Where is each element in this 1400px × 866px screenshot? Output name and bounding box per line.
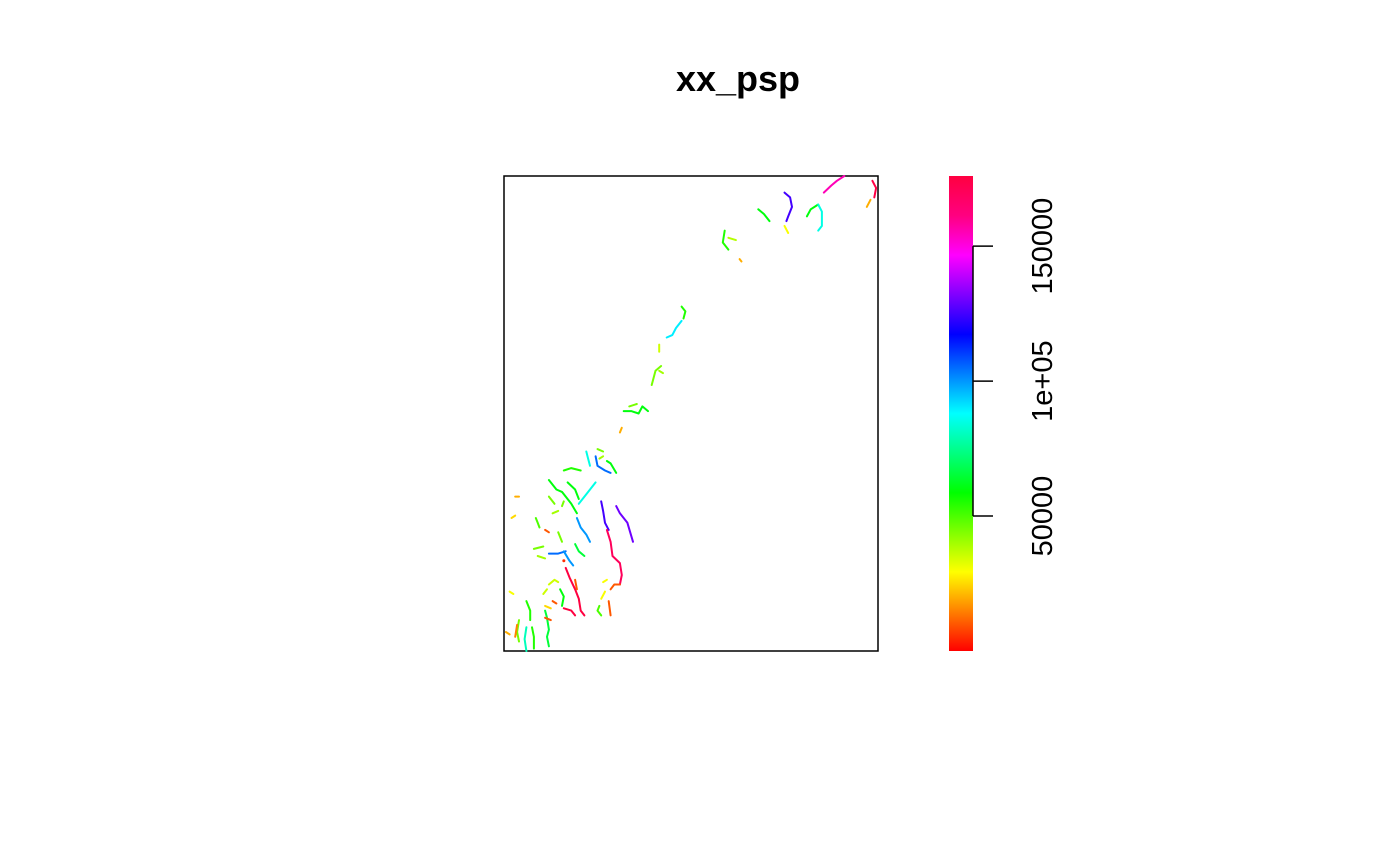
segment-61 [523, 626, 528, 652]
segment-56 [607, 600, 612, 617]
segment-60 [516, 619, 520, 643]
segment-59 [544, 616, 552, 622]
segment-14 [650, 365, 663, 386]
segment-30 [551, 509, 560, 515]
segment-25 [566, 481, 580, 500]
segment-36 [609, 583, 621, 591]
segment-65 [514, 623, 519, 638]
segment-26 [577, 481, 597, 505]
segment-33 [600, 500, 610, 531]
segment-54 [600, 590, 606, 600]
segment-2 [865, 198, 872, 208]
segment-12 [665, 319, 683, 339]
segment-22 [605, 460, 618, 474]
segment-46 [564, 566, 586, 617]
segment-47 [574, 578, 578, 591]
colorbar-tick-label-2: 150000 [1027, 198, 1059, 295]
segment-51 [551, 600, 558, 605]
segment-57 [525, 600, 532, 622]
segment-31 [534, 517, 541, 529]
segments-layer [504, 175, 878, 652]
segment-29 [561, 500, 565, 508]
segment-15 [658, 369, 664, 375]
segment-41 [562, 550, 575, 567]
segment-42 [574, 543, 586, 557]
segment-45 [562, 559, 566, 563]
segment-10 [738, 258, 743, 263]
segment-52 [544, 604, 552, 610]
segment-1 [871, 179, 878, 199]
segment-58 [544, 609, 550, 648]
segment-35 [605, 528, 623, 586]
segment-37 [602, 578, 608, 584]
segment-21 [594, 455, 612, 474]
segment-27 [547, 495, 556, 505]
segment-6 [757, 208, 771, 223]
segment-0 [822, 175, 846, 194]
segment-18 [618, 426, 623, 434]
segment-48 [547, 578, 560, 586]
segment-20 [598, 455, 605, 460]
segment-23 [585, 450, 591, 467]
segment-62 [531, 626, 535, 650]
segment-53 [562, 607, 577, 617]
segment-63 [508, 590, 515, 595]
segment-55 [596, 604, 603, 617]
segment-24 [562, 467, 582, 472]
segment-4 [805, 203, 820, 218]
segment-39 [536, 555, 547, 560]
segment-34 [615, 505, 634, 543]
segment-11 [680, 305, 687, 320]
colorbar-tick-label-1: 1e+05 [1027, 340, 1059, 421]
segment-3 [783, 191, 793, 223]
segment-7 [783, 224, 790, 234]
colorbar [949, 176, 973, 651]
plot-frame [503, 175, 879, 652]
segment-8 [721, 229, 730, 251]
segment-38 [532, 545, 545, 550]
segment-64 [504, 631, 511, 636]
segment-49 [542, 588, 548, 595]
segment-16 [622, 405, 649, 415]
segment-19 [596, 448, 605, 453]
colorbar-axis: 50000 1e+05 150000 [972, 198, 1059, 557]
segment-17 [628, 403, 638, 408]
segment-5 [817, 203, 823, 232]
segment-28 [547, 479, 578, 515]
segment-9 [727, 236, 737, 242]
segment-43 [557, 531, 563, 543]
colorbar-tick-label-0: 50000 [1027, 476, 1059, 557]
segment-50 [559, 588, 565, 607]
segment-32 [575, 517, 591, 543]
segment-44 [544, 528, 550, 534]
chart-title: xx_psp [675, 58, 801, 99]
segment-66 [510, 514, 517, 519]
